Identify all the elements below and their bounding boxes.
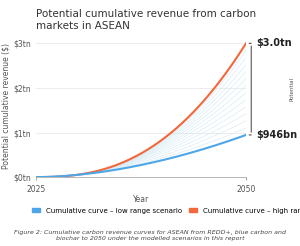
Text: $946bn: $946bn bbox=[256, 130, 298, 140]
Legend: Cumulative curve – low range scenario, Cumulative curve – high range scenario: Cumulative curve – low range scenario, C… bbox=[29, 205, 300, 216]
Text: Figure 2: Cumulative carbon revenue curves for ASEAN from REDD+, blue carbon and: Figure 2: Cumulative carbon revenue curv… bbox=[14, 230, 286, 241]
Text: Potential: Potential bbox=[290, 77, 295, 101]
Text: $3.0tn: $3.0tn bbox=[256, 38, 292, 48]
Y-axis label: Potential cumulative revenue ($): Potential cumulative revenue ($) bbox=[2, 43, 10, 169]
Text: Potential cumulative revenue from carbon
markets in ASEAN: Potential cumulative revenue from carbon… bbox=[36, 9, 256, 31]
X-axis label: Year: Year bbox=[133, 195, 149, 204]
